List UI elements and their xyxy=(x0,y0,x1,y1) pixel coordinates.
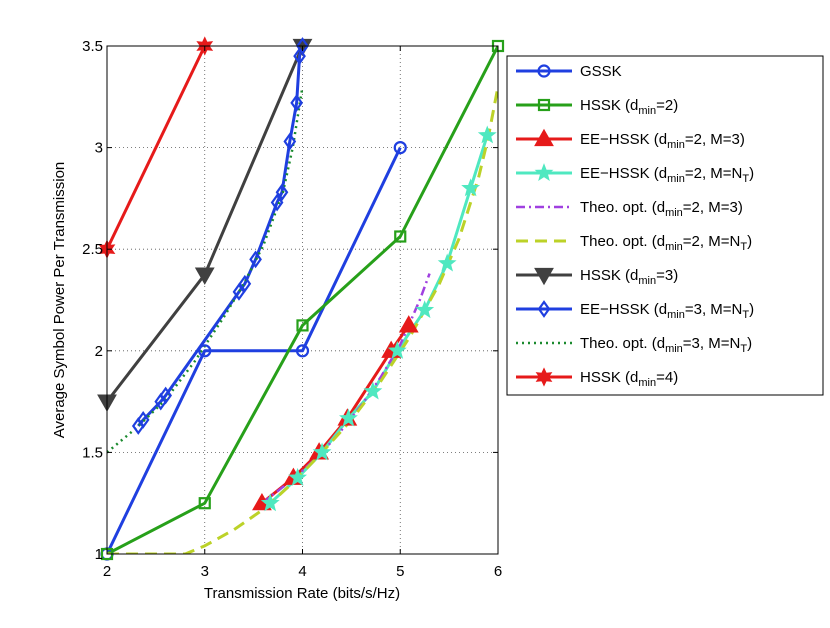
x-tick-label: 3 xyxy=(201,563,209,580)
legend-marker xyxy=(534,128,554,147)
series-4-point xyxy=(312,442,332,461)
legend-item-8[interactable]: EE−HSSK (dmin=3, M=NT) xyxy=(516,300,754,321)
legend-item-6[interactable]: Theo. opt. (dmin=2, M=NT) xyxy=(516,233,752,253)
legend-item-7[interactable]: HSSK (dmin=3) xyxy=(516,267,678,287)
legend-marker xyxy=(534,163,554,182)
y-tick-label: 2 xyxy=(95,343,103,360)
marker-layer xyxy=(97,36,505,561)
legend-item-5[interactable]: Theo. opt. (dmin=2, M=3) xyxy=(516,199,743,219)
legend-label: EE−HSSK (dmin=2, M=3) xyxy=(580,131,745,151)
legend-label: Theo. opt. (dmin=2, M=NT) xyxy=(580,233,752,253)
series-2-point xyxy=(198,497,211,510)
series-8-point xyxy=(275,183,289,202)
legend-item-10[interactable]: HSSK (dmin=4) xyxy=(516,367,678,390)
legend-label: HSSK (dmin=3) xyxy=(580,267,678,287)
series-8-point xyxy=(296,37,309,55)
x-tick-label: 6 xyxy=(494,563,502,580)
series-4-point xyxy=(461,178,481,197)
y-tick-label: 1.5 xyxy=(82,444,103,461)
grid-layer xyxy=(107,46,498,554)
legend[interactable]: GSSK HSSK (dmin=2) EE−HSSK (dmin=2, M=3) EE… xyxy=(506,55,824,396)
series-4-point xyxy=(339,408,358,427)
legend-label: GSSK xyxy=(580,63,622,80)
legend-label: EE−HSSK (dmin=3, M=NT) xyxy=(580,301,754,321)
series-8-point xyxy=(249,250,262,269)
legend-item-2[interactable]: HSSK (dmin=2) xyxy=(516,97,678,117)
legend-marker xyxy=(535,367,553,387)
series-8-point xyxy=(159,386,173,405)
y-tick-label: 3 xyxy=(95,140,103,157)
legend-item-4[interactable]: EE−HSSK (dmin=2, M=NT) xyxy=(516,163,754,186)
series-2-point xyxy=(296,319,309,332)
series-1-point xyxy=(393,141,407,155)
x-tick-label: 5 xyxy=(396,563,404,580)
legend-items: GSSK HSSK (dmin=2) EE−HSSK (dmin=2, M=3) EE… xyxy=(516,63,754,389)
x-tick-label: 2 xyxy=(103,563,111,580)
series-4-point xyxy=(288,467,308,486)
x-tick-label: 4 xyxy=(298,563,306,580)
series-line-2 xyxy=(107,46,498,554)
legend-label: Theo. opt. (dmin=2, M=3) xyxy=(580,199,743,219)
tick-layer: 2 3 4 5 6 1 1.5 2 2.5 3 3.5 xyxy=(82,38,502,580)
series-8-point xyxy=(136,410,150,429)
x-axis-label: Transmission Rate (bits/s/Hz) xyxy=(204,585,400,602)
series-4-point xyxy=(415,300,435,319)
series-3-point xyxy=(398,315,419,333)
y-tick-label: 1 xyxy=(95,546,103,563)
legend-label: EE−HSSK (dmin=2, M=NT) xyxy=(580,165,754,185)
series-4-point xyxy=(363,381,383,400)
series-8-point xyxy=(232,282,246,301)
legend-box xyxy=(506,55,824,396)
legend-item-9[interactable]: Theo. opt. (dmin=3, M=NT) xyxy=(516,335,752,355)
series-8-point xyxy=(238,274,252,293)
series-2-point xyxy=(394,230,407,243)
y-tick-label: 2.5 xyxy=(82,241,103,258)
series-8-point xyxy=(283,132,297,151)
series-line-10 xyxy=(107,46,207,250)
y-tick-label: 3.5 xyxy=(82,38,103,55)
legend-marker xyxy=(537,98,551,112)
legend-label: HSSK (dmin=4) xyxy=(580,369,678,389)
legend-item-1[interactable]: GSSK xyxy=(516,63,622,80)
series-4-point xyxy=(387,340,407,359)
legend-marker xyxy=(534,267,554,286)
series-8-point xyxy=(290,94,303,112)
series-line-6 xyxy=(107,86,498,554)
series-line-8 xyxy=(137,46,304,427)
series-8-point xyxy=(270,193,284,212)
series-line-1 xyxy=(107,146,402,554)
series-4-point xyxy=(437,253,457,272)
series-4-point xyxy=(477,125,497,144)
series-4-point xyxy=(260,493,280,512)
legend-item-3[interactable]: EE−HSSK (dmin=2, M=3) xyxy=(516,128,745,151)
series-7-point xyxy=(194,267,215,285)
legend-marker xyxy=(537,300,551,318)
legend-label: HSSK (dmin=2) xyxy=(580,97,678,117)
legend-label: Theo. opt. (dmin=3, M=NT) xyxy=(580,335,752,355)
series-1-point xyxy=(295,344,310,358)
legend-marker xyxy=(537,64,551,78)
series-1-point xyxy=(198,344,212,358)
series-line-9 xyxy=(107,86,304,454)
y-axis-label: Average Symbol Power Per Transmission xyxy=(51,162,68,439)
